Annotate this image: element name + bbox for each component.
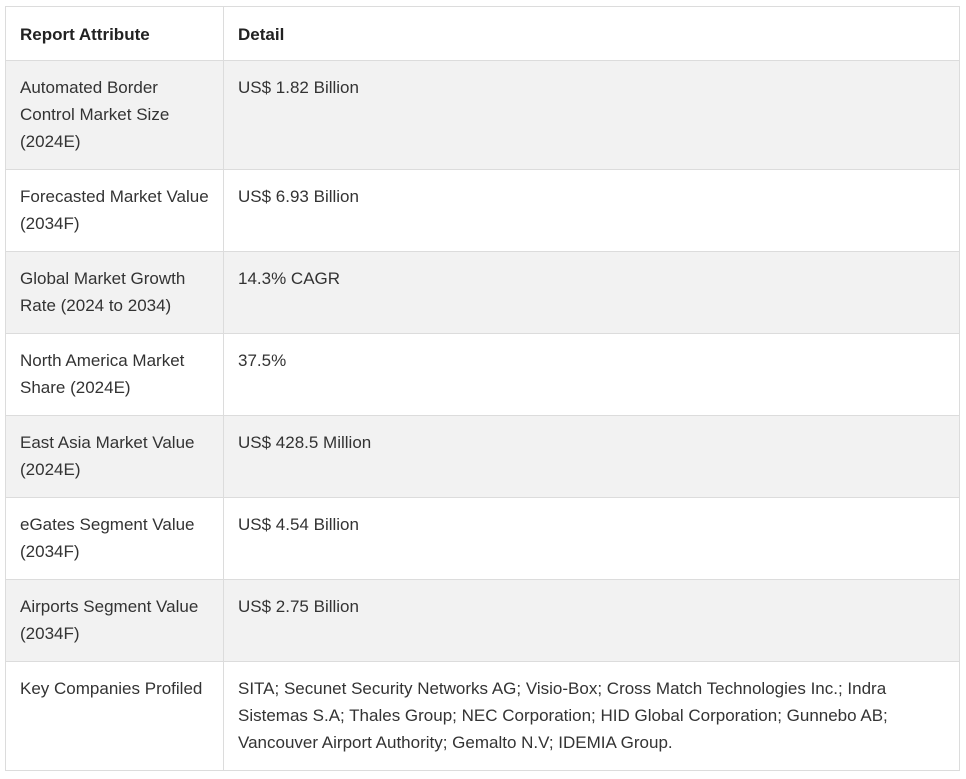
table-row: North America Market Share (2024E) 37.5%	[6, 334, 960, 416]
detail-cell: US$ 4.54 Billion	[224, 498, 960, 580]
attribute-cell: Key Companies Profiled	[6, 662, 224, 771]
attribute-cell: North America Market Share (2024E)	[6, 334, 224, 416]
table-row: Airports Segment Value (2034F) US$ 2.75 …	[6, 580, 960, 662]
detail-cell: US$ 428.5 Million	[224, 416, 960, 498]
detail-cell: US$ 6.93 Billion	[224, 170, 960, 252]
report-attributes-table-container: Report Attribute Detail Automated Border…	[5, 6, 959, 771]
table-row: Key Companies Profiled SITA; Secunet Sec…	[6, 662, 960, 771]
header-report-attribute: Report Attribute	[6, 7, 224, 61]
table-row: Automated Border Control Market Size (20…	[6, 61, 960, 170]
header-detail: Detail	[224, 7, 960, 61]
detail-cell: US$ 1.82 Billion	[224, 61, 960, 170]
table-header-row: Report Attribute Detail	[6, 7, 960, 61]
attribute-cell: Airports Segment Value (2034F)	[6, 580, 224, 662]
detail-cell: SITA; Secunet Security Networks AG; Visi…	[224, 662, 960, 771]
table-row: East Asia Market Value (2024E) US$ 428.5…	[6, 416, 960, 498]
table-row: Global Market Growth Rate (2024 to 2034)…	[6, 252, 960, 334]
attribute-cell: Forecasted Market Value (2034F)	[6, 170, 224, 252]
detail-cell: 37.5%	[224, 334, 960, 416]
attribute-cell: East Asia Market Value (2024E)	[6, 416, 224, 498]
attribute-cell: Global Market Growth Rate (2024 to 2034)	[6, 252, 224, 334]
attribute-cell: Automated Border Control Market Size (20…	[6, 61, 224, 170]
attribute-cell: eGates Segment Value (2034F)	[6, 498, 224, 580]
report-attributes-table: Report Attribute Detail Automated Border…	[5, 6, 960, 771]
table-row: eGates Segment Value (2034F) US$ 4.54 Bi…	[6, 498, 960, 580]
detail-cell: 14.3% CAGR	[224, 252, 960, 334]
table-row: Forecasted Market Value (2034F) US$ 6.93…	[6, 170, 960, 252]
detail-cell: US$ 2.75 Billion	[224, 580, 960, 662]
